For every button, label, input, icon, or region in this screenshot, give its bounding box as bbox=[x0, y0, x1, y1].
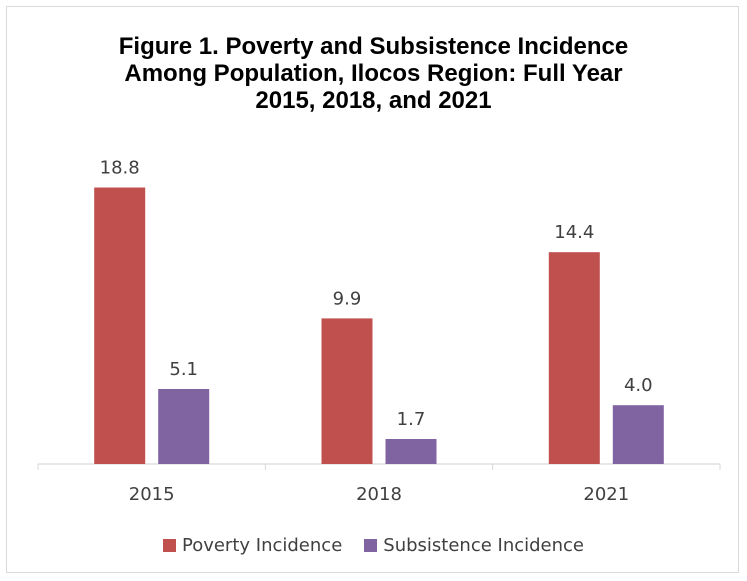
x-tick-label-2021: 2021 bbox=[583, 484, 629, 505]
legend-swatch-subsistence-incidence bbox=[364, 539, 378, 552]
x-tick-label-2015: 2015 bbox=[129, 484, 175, 505]
bar-poverty-incidence-2018 bbox=[321, 318, 373, 464]
x-tick-labels-group: 2015 2018 2021 bbox=[37, 464, 721, 505]
legend-swatch-poverty-incidence bbox=[162, 539, 176, 552]
legend-item-poverty-incidence: Poverty Incidence bbox=[162, 535, 343, 556]
data-label-poverty-incidence-2015: 18.8 bbox=[100, 158, 140, 179]
bar-poverty-incidence-2015 bbox=[94, 187, 146, 464]
bar-subsistence-incidence-2018 bbox=[385, 439, 437, 464]
data-label-poverty-incidence-2018: 9.9 bbox=[333, 288, 362, 309]
bars-group bbox=[94, 187, 664, 464]
legend-item-subsistence-incidence: Subsistence Incidence bbox=[364, 535, 584, 556]
legend-label-poverty-incidence: Poverty Incidence bbox=[181, 535, 343, 556]
bar-subsistence-incidence-2021 bbox=[612, 405, 664, 464]
data-labels-group: 18.8 5.1 9.9 1.7 14.4 4.0 bbox=[100, 158, 653, 431]
data-label-subsistence-incidence-2015: 5.1 bbox=[169, 359, 198, 380]
bar-subsistence-incidence-2015 bbox=[158, 389, 210, 464]
legend: Poverty Incidence Subsistence Incidence bbox=[0, 535, 747, 556]
data-label-subsistence-incidence-2018: 1.7 bbox=[397, 409, 426, 430]
bar-poverty-incidence-2021 bbox=[548, 252, 600, 464]
data-label-subsistence-incidence-2021: 4.0 bbox=[624, 375, 653, 396]
x-tick-label-2018: 2018 bbox=[356, 484, 402, 505]
legend-label-subsistence-incidence: Subsistence Incidence bbox=[383, 535, 585, 556]
data-label-poverty-incidence-2021: 14.4 bbox=[554, 222, 594, 243]
chart-title: Figure 1. Poverty and Subsistence Incide… bbox=[118, 33, 629, 114]
